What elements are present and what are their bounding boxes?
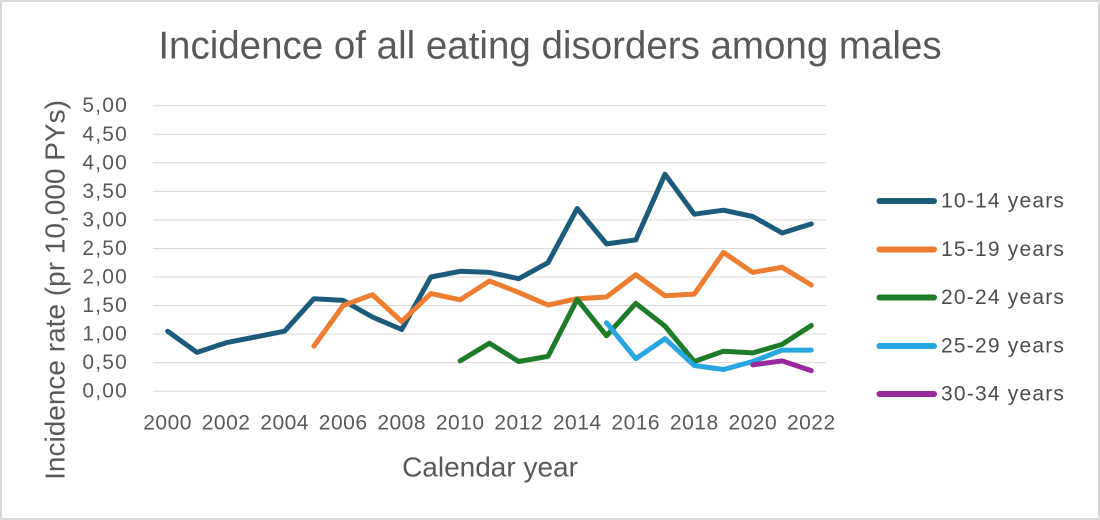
legend-entry: 30-34 years	[876, 383, 1065, 406]
chart-title: Incidence of all eating disorders among …	[158, 25, 941, 68]
x-tick-label: 2008	[377, 412, 426, 435]
y-axis-tick-labels: 0,00 0,50 1,00 1,50 2,00 2,50 3,00 3,50 4,00 4,50…	[82, 94, 128, 403]
x-tick-label: 2022	[787, 412, 836, 435]
x-tick-label: 2014	[553, 412, 602, 435]
y-tick-label: 3,00	[82, 208, 128, 231]
legend-entry: 15-19 years	[876, 238, 1065, 261]
x-tick-label: 2020	[728, 412, 777, 435]
y-tick-label: 1,00	[82, 323, 128, 346]
legend-label: 20-24 years	[941, 286, 1065, 309]
series-line-20-24-years	[457, 296, 814, 364]
x-tick-label: 2002	[202, 412, 251, 435]
series-line-15-19-years	[311, 249, 814, 349]
y-axis-title: Incidence rate (pr 10,000 PYs)	[40, 100, 71, 480]
y-tick-label: 3,50	[82, 180, 128, 203]
legend-entry: 10-14 years	[876, 190, 1065, 213]
y-tick-label: 4,00	[82, 151, 128, 174]
x-tick-label: 2000	[143, 412, 192, 435]
x-tick-label: 2010	[436, 412, 485, 435]
series-line-10-14-years	[165, 171, 814, 355]
x-tick-label: 2016	[611, 412, 660, 435]
y-tick-label: 4,50	[82, 123, 128, 146]
y-tick-label: 0,00	[82, 380, 128, 403]
x-axis-title: Calendar year	[402, 452, 578, 483]
x-tick-label: 2006	[319, 412, 368, 435]
legend-label: 25-29 years	[941, 335, 1065, 358]
series-line-30-34-years	[750, 358, 814, 374]
legend-label: 10-14 years	[941, 190, 1065, 213]
y-tick-label: 1,50	[82, 294, 128, 317]
legend-label: 15-19 years	[941, 238, 1065, 261]
series-line-25-29-years	[604, 320, 814, 372]
x-tick-label: 2018	[670, 412, 719, 435]
legend: 10-14 years 15-19 years 20-24 years 25-29 y…	[876, 190, 1065, 406]
legend-entry: 25-29 years	[876, 335, 1065, 358]
y-tick-label: 2,50	[82, 237, 128, 260]
x-axis-tick-labels: 2000 2002 2004 2006 2008 2010 2012 2014 2016 2018…	[143, 412, 835, 435]
x-tick-label: 2004	[260, 412, 309, 435]
series-lines	[165, 171, 814, 374]
legend-label: 30-34 years	[941, 383, 1065, 406]
y-tick-label: 0,50	[82, 351, 128, 374]
gridlines	[153, 105, 826, 392]
y-tick-label: 2,00	[82, 266, 128, 289]
x-tick-label: 2012	[494, 412, 543, 435]
legend-entry: 20-24 years	[876, 286, 1065, 309]
y-tick-label: 5,00	[82, 94, 128, 117]
